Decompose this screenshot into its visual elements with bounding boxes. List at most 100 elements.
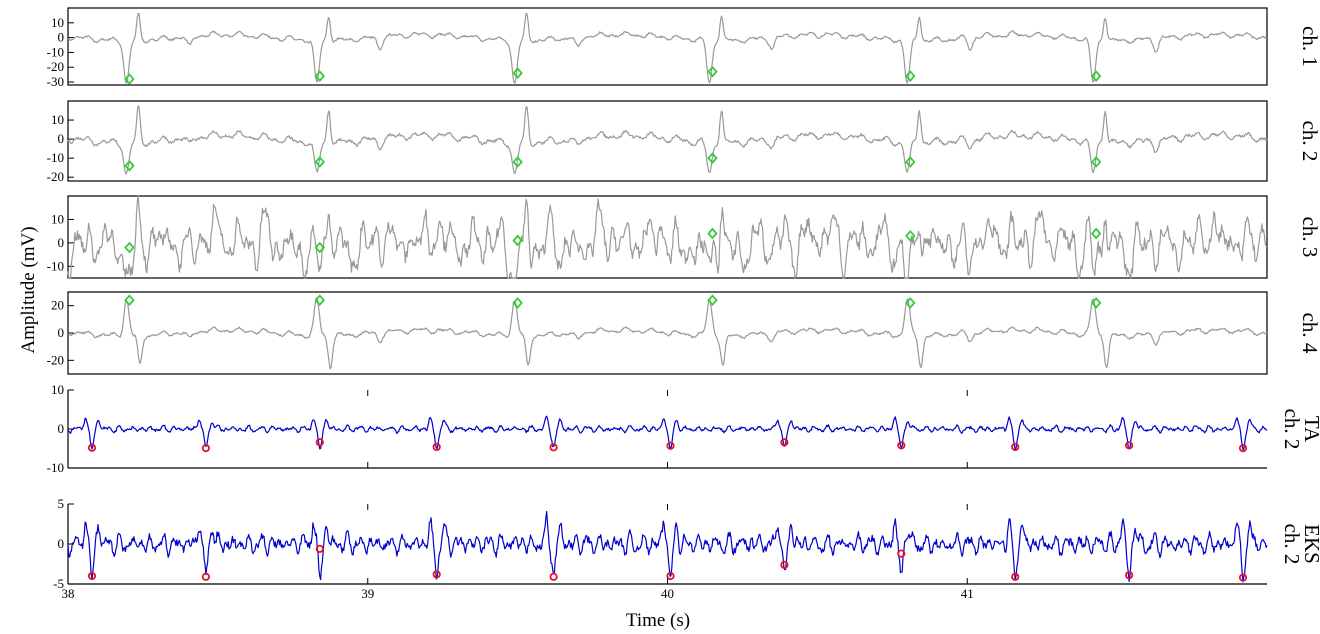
channel-label-line2: ch. 2 — [1280, 409, 1304, 450]
panel-4: 20 0 -20 ch. 4 — [47, 291, 1320, 375]
y-axis-title: Amplitude (mV) — [18, 226, 39, 353]
channel-label: ch. 4 — [1298, 313, 1320, 354]
y-tick-label: 0 — [58, 536, 65, 551]
fetal-peak-marker — [707, 65, 718, 78]
fetal-peak-marker — [314, 241, 325, 254]
panel-6: 5 0 -538 39 40 41 EKSch. 2 — [53, 496, 1320, 601]
y-tick-label: 5 — [58, 496, 65, 511]
panel-5: 10 0 -10 TAch. 2 — [47, 382, 1320, 475]
y-tick-label: 10 — [51, 382, 64, 397]
maternal-peak-marker — [201, 572, 210, 581]
fetal-peak-marker — [124, 159, 135, 172]
x-tick-label: 40 — [661, 586, 674, 601]
panel-1: 100-10-20-30 ch. 1 — [47, 7, 1320, 89]
y-tick-label: 10 — [51, 15, 64, 30]
channel-label-line1: TA — [1300, 416, 1320, 443]
fetal-peak-marker — [512, 297, 523, 309]
fetal-peak-marker — [124, 241, 135, 254]
signal-trace — [67, 415, 1268, 451]
signal-trace — [67, 12, 1268, 84]
fetal-peak-marker — [314, 294, 325, 307]
fetal-peak-marker — [1090, 156, 1102, 168]
maternal-peak-marker — [666, 571, 675, 581]
y-tick-label: -10 — [47, 460, 64, 475]
x-tick-label: 38 — [62, 586, 75, 601]
y-tick-label: 10 — [51, 211, 64, 226]
y-tick-label: 20 — [51, 298, 64, 313]
x-tick-label: 41 — [961, 586, 974, 601]
channel-label: EKSch. 2 — [1280, 524, 1320, 565]
maternal-peak-marker — [666, 441, 675, 450]
fetal-peak-marker — [905, 156, 916, 168]
maternal-peak-marker — [897, 441, 906, 450]
channel-label: ch. 3 — [1298, 217, 1320, 258]
y-tick-label: 0 — [58, 325, 65, 340]
signal-trace — [68, 297, 1268, 370]
fetal-peak-marker — [905, 297, 916, 309]
channel-label: ch. 1 — [1298, 26, 1320, 67]
y-tick-label: 0 — [58, 30, 65, 45]
fetal-peak-marker — [1090, 297, 1102, 309]
fetal-peak-marker — [512, 67, 523, 80]
fetal-peak-marker — [905, 229, 916, 242]
y-tick-label: 0 — [58, 131, 65, 146]
channel-label: ch. 2 — [1298, 121, 1320, 162]
maternal-peak-marker — [87, 443, 97, 452]
maternal-peak-marker — [780, 560, 789, 569]
fetal-peak-marker — [314, 156, 325, 168]
maternal-peak-marker — [897, 549, 906, 558]
x-tick-label: 39 — [361, 586, 374, 601]
maternal-peak-marker — [549, 443, 558, 452]
signal-trace — [67, 195, 1268, 279]
maternal-peak-marker — [1125, 441, 1134, 450]
y-tick-label: 10 — [51, 112, 64, 127]
signal-trace — [67, 105, 1268, 175]
y-tick-label: -20 — [47, 59, 64, 74]
y-tick-label: -10 — [47, 44, 64, 59]
fetal-peak-marker — [124, 294, 135, 307]
signal-trace — [67, 510, 1268, 583]
maternal-peak-marker — [780, 438, 789, 447]
fetal-peak-marker — [707, 227, 718, 240]
fetal-peak-marker — [124, 73, 135, 85]
panel-frame — [67, 7, 1268, 86]
maternal-peak-marker — [201, 444, 210, 453]
channel-label-line1: EKS — [1300, 524, 1320, 564]
maternal-peak-marker — [315, 438, 324, 447]
panel-frame — [67, 291, 1268, 375]
y-tick-label: -10 — [47, 150, 64, 165]
y-tick-label: 0 — [58, 235, 65, 250]
y-tick-label: -30 — [47, 74, 64, 89]
maternal-peak-marker — [549, 572, 558, 581]
panel-3: 10 0 -10 ch. 3 — [47, 195, 1320, 279]
channel-label-line2: ch. 2 — [1280, 524, 1304, 565]
channel-label: TAch. 2 — [1280, 409, 1320, 450]
panel-frame — [67, 195, 1268, 279]
panel-2: 10 0 -10 -20 ch. 2 — [47, 100, 1320, 184]
maternal-peak-marker — [1011, 442, 1020, 452]
y-tick-label: -20 — [47, 169, 64, 184]
maternal-peak-marker — [1238, 573, 1248, 582]
fetal-peak-marker — [314, 70, 325, 82]
x-axis-title: Time (s) — [626, 610, 690, 631]
maternal-peak-marker — [432, 570, 441, 579]
maternal-peak-marker — [87, 571, 97, 581]
maternal-peak-marker — [1238, 444, 1248, 453]
maternal-peak-marker — [432, 442, 441, 452]
fetal-peak-marker — [707, 294, 718, 307]
fetal-peak-marker — [905, 70, 916, 82]
y-tick-label: -20 — [47, 352, 64, 367]
fetal-peak-marker — [1090, 227, 1102, 240]
y-tick-label: -5 — [53, 576, 64, 591]
fetal-peak-marker — [707, 152, 718, 164]
y-tick-label: -10 — [47, 258, 64, 273]
maternal-peak-marker — [1011, 572, 1020, 581]
maternal-peak-marker — [1125, 571, 1134, 580]
fetal-peak-marker — [512, 234, 523, 247]
fetal-peak-marker — [512, 156, 523, 168]
y-tick-label: 0 — [58, 421, 65, 436]
fetal-peak-marker — [1090, 70, 1102, 82]
maternal-peak-marker — [315, 544, 324, 553]
